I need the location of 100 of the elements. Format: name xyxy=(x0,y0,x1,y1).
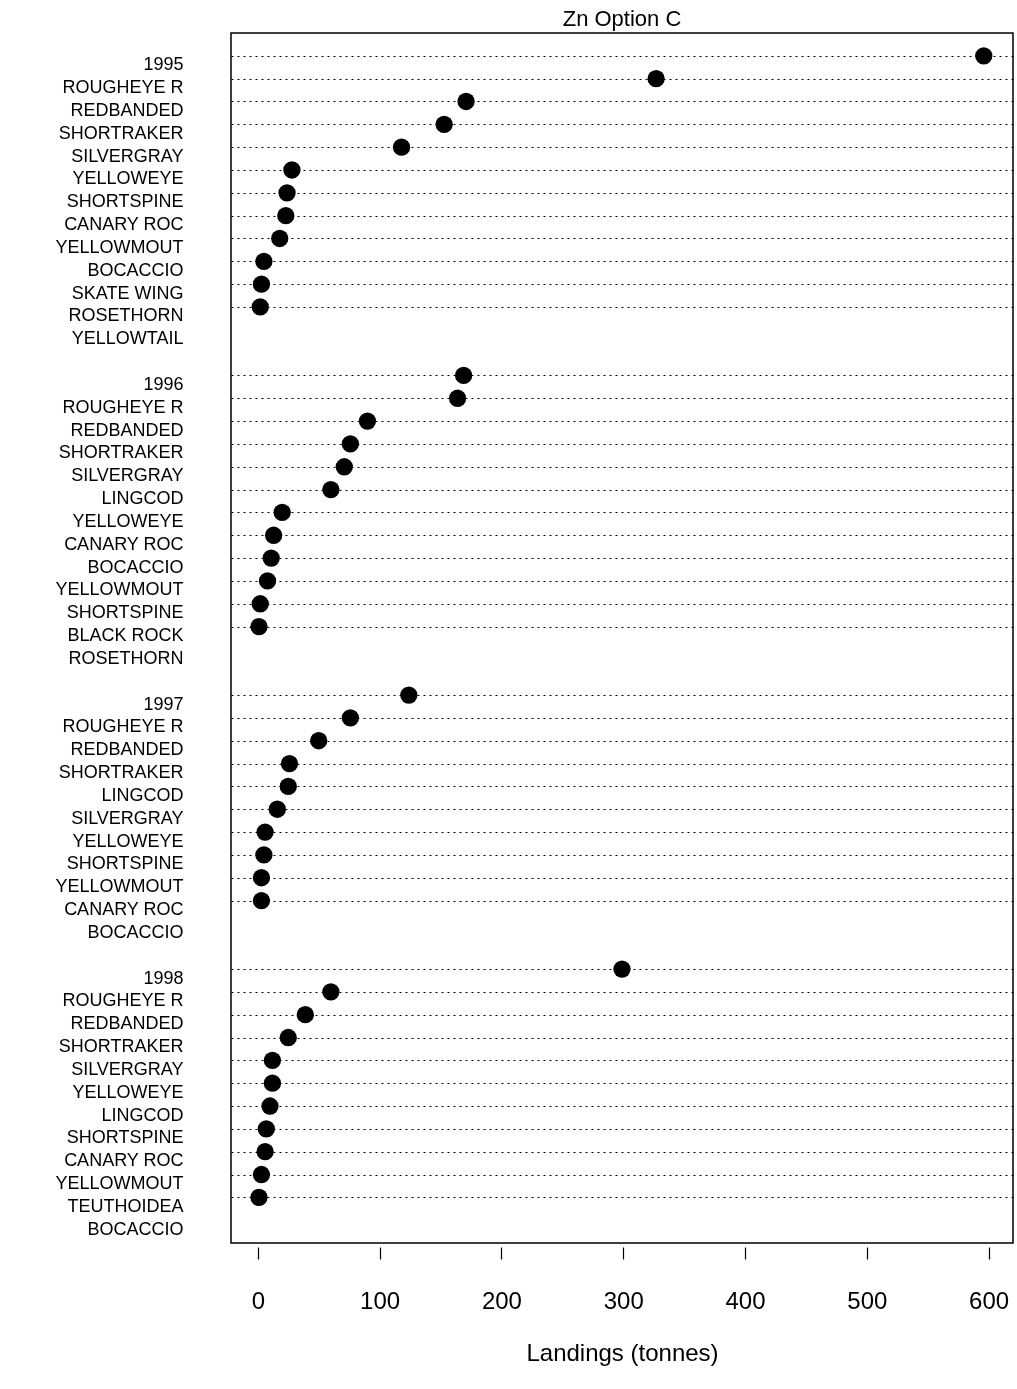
point xyxy=(256,823,274,841)
point xyxy=(255,252,273,270)
point xyxy=(251,298,269,316)
y-tick-label: CANARY ROC xyxy=(64,899,184,920)
point xyxy=(392,138,411,156)
point xyxy=(252,869,271,887)
point xyxy=(435,115,453,133)
point xyxy=(263,1051,282,1069)
point xyxy=(250,617,268,636)
y-tick-label: ROSETHORN xyxy=(68,305,184,326)
point xyxy=(454,366,473,385)
point xyxy=(341,709,360,727)
y-tick-label: SILVERGRAY xyxy=(71,807,184,828)
x-tick-label: 200 xyxy=(481,1286,522,1314)
y-tick-label: SKATE WING xyxy=(71,282,184,303)
point xyxy=(277,207,295,225)
y-tick-label: SHORTSPINE xyxy=(66,853,184,874)
chart-title: Zn Option C xyxy=(562,6,682,31)
point xyxy=(613,960,631,978)
point xyxy=(322,983,340,1001)
x-tick-label: 600 xyxy=(969,1286,1010,1314)
y-tick-label: SHORTRAKER xyxy=(58,762,184,783)
point xyxy=(255,846,273,864)
y-tick-label: REDBANDED xyxy=(70,1013,184,1034)
y-tick-label: ROSETHORN xyxy=(68,647,184,668)
point xyxy=(283,161,301,179)
y-tick-label: REDBANDED xyxy=(70,99,184,120)
y-tick-label: SILVERGRAY xyxy=(71,1058,184,1079)
y-tick-label: SHORTRAKER xyxy=(58,442,184,463)
y-tick-label: 1996 xyxy=(143,373,184,394)
point xyxy=(296,1006,314,1024)
y-tick-label: BLACK ROCK xyxy=(67,625,184,646)
y-tick-label: CANARY ROC xyxy=(64,533,184,554)
x-tick-label: 400 xyxy=(725,1286,766,1314)
y-tick-label: ROUGHEYE R xyxy=(62,396,184,417)
y-tick-label: ROUGHEYE R xyxy=(62,716,184,737)
y-tick-label: ROUGHEYE R xyxy=(62,990,184,1011)
y-tick-label: REDBANDED xyxy=(70,419,184,440)
y-tick-label: 1995 xyxy=(143,54,184,75)
point xyxy=(252,275,271,293)
point xyxy=(262,549,280,567)
y-tick-label: 1998 xyxy=(143,967,184,988)
point xyxy=(258,572,277,590)
point xyxy=(341,435,360,453)
y-tick-label: SHORTSPINE xyxy=(66,602,184,623)
y-tick-label: LINGCOD xyxy=(101,488,184,509)
point xyxy=(251,595,269,613)
point xyxy=(310,732,328,750)
y-tick-label: CANARY ROC xyxy=(64,214,184,235)
y-tick-label: LINGCOD xyxy=(101,784,184,805)
point xyxy=(278,184,296,202)
point xyxy=(358,412,377,430)
y-tick-label: BOCACCIO xyxy=(87,1218,184,1239)
y-tick-label: 1997 xyxy=(143,693,184,714)
point xyxy=(271,229,289,248)
y-tick-label: SILVERGRAY xyxy=(71,145,184,166)
y-tick-label: BOCACCIO xyxy=(87,921,184,942)
point xyxy=(250,1188,268,1206)
point xyxy=(279,777,297,796)
point xyxy=(457,92,475,111)
y-tick-label: YELLOWEYE xyxy=(72,168,184,189)
x-axis-title: Landings (tonnes) xyxy=(526,1338,719,1366)
point xyxy=(256,1143,274,1161)
y-tick-label: SHORTRAKER xyxy=(58,1036,184,1057)
point xyxy=(400,686,418,704)
y-tick-label: YELLOWTAIL xyxy=(71,328,184,349)
y-tick-label: CANARY ROC xyxy=(64,1150,184,1171)
point xyxy=(268,800,286,818)
point xyxy=(252,1165,271,1184)
point xyxy=(448,389,467,407)
y-tick-label: YELLOWEYE xyxy=(72,1081,184,1102)
point xyxy=(252,891,271,910)
point xyxy=(257,1120,275,1138)
point xyxy=(322,480,340,499)
y-tick-label: YELLOWEYE xyxy=(72,830,184,851)
y-tick-label: BOCACCIO xyxy=(87,259,184,280)
y-tick-label: SHORTSPINE xyxy=(66,191,184,212)
point xyxy=(335,458,353,476)
y-tick-label: SHORTRAKER xyxy=(58,122,184,143)
x-tick-label: 0 xyxy=(251,1286,265,1314)
y-tick-label: YELLOWMOUT xyxy=(55,236,184,257)
point xyxy=(263,1074,282,1092)
x-tick-label: 500 xyxy=(847,1286,888,1314)
y-tick-label: YELLOWMOUT xyxy=(55,1173,184,1194)
x-tick-label: 300 xyxy=(603,1286,644,1314)
y-tick-label: SILVERGRAY xyxy=(71,465,184,486)
y-tick-label: SHORTSPINE xyxy=(66,1127,184,1148)
y-tick-label: REDBANDED xyxy=(70,739,184,760)
y-tick-label: TEUTHOIDEA xyxy=(67,1195,184,1216)
y-tick-label: YELLOWMOUT xyxy=(55,579,184,600)
point xyxy=(279,1028,297,1047)
y-tick-label: ROUGHEYE R xyxy=(62,77,184,98)
point xyxy=(273,503,291,522)
x-tick-label: 100 xyxy=(360,1286,401,1314)
y-tick-label: YELLOWEYE xyxy=(72,510,184,531)
y-tick-label: YELLOWMOUT xyxy=(55,876,184,897)
y-tick-label: BOCACCIO xyxy=(87,556,184,577)
y-tick-label: LINGCOD xyxy=(101,1104,184,1125)
point xyxy=(975,47,993,65)
point xyxy=(280,754,299,773)
